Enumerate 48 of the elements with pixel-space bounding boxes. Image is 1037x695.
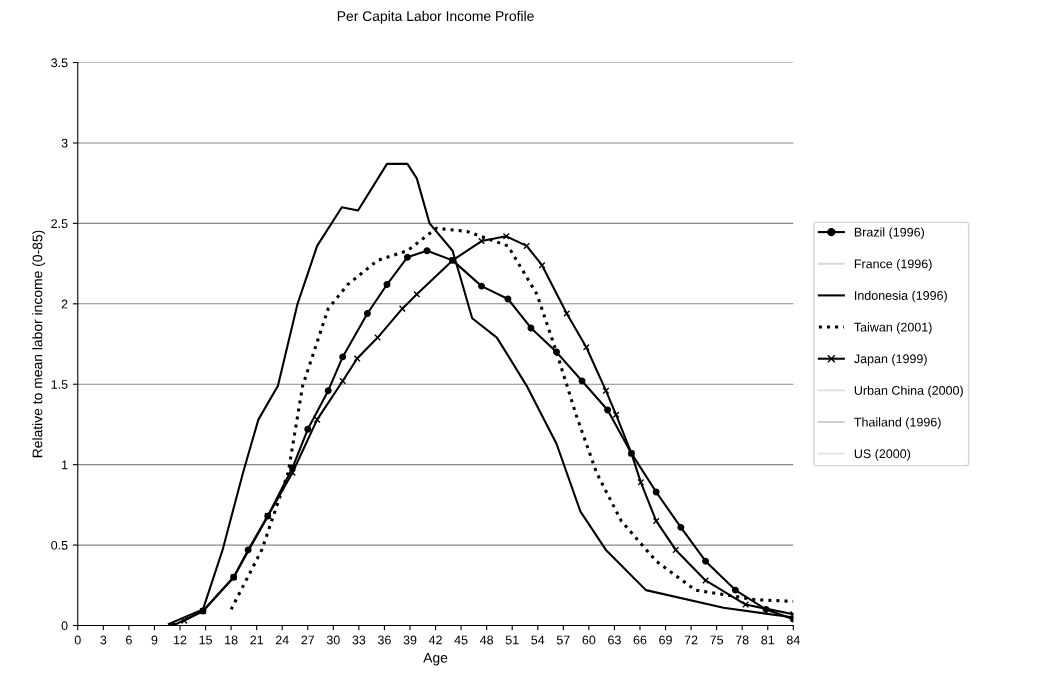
y-axis-title: Relative to mean labor income (0-85) — [32, 230, 46, 458]
x-tick-label: 6 — [126, 635, 132, 645]
x-tick-label: 78 — [735, 635, 749, 645]
legend-label: Thailand (1996) — [854, 417, 941, 429]
x-tick-label: 39 — [403, 635, 417, 645]
y-tick-label: 1 — [62, 460, 68, 470]
x-tick-label: 15 — [199, 635, 212, 645]
y-tick-label: 2 — [61, 299, 68, 309]
legend-label: Indonesia (1996) — [855, 290, 947, 303]
legend-label: Brazil (1996) — [854, 227, 924, 240]
x-tick-label: 24 — [275, 635, 289, 645]
chart-title: Per Capita Labor Income Profile — [337, 10, 534, 24]
x-tick-label: 66 — [633, 635, 647, 645]
x-tick-label: 9 — [151, 635, 158, 645]
y-tick-label: 2.5 — [51, 219, 68, 229]
x-tick-label: 81 — [761, 635, 775, 645]
x-tick-label: 21 — [250, 635, 263, 645]
x-tick-label: 36 — [377, 635, 391, 645]
x-tick-label: 60 — [582, 635, 596, 645]
x-tick-label: 18 — [225, 635, 238, 645]
x-tick-label: 48 — [479, 635, 494, 645]
x-tick-label: 69 — [659, 635, 672, 645]
x-tick-label: 12 — [174, 635, 187, 645]
x-tick-label: 33 — [352, 635, 366, 645]
x-tick-label: 84 — [786, 635, 800, 645]
x-tick-label: 3 — [100, 635, 107, 645]
x-tick-label: 30 — [326, 635, 340, 645]
y-tick-label: 3 — [61, 138, 68, 148]
x-tick-label: 57 — [556, 635, 570, 645]
x-tick-label: 45 — [454, 635, 468, 645]
legend-label: France (1996) — [854, 259, 932, 271]
x-tick-label: 0 — [74, 635, 81, 645]
legend-label: Japan (1999) — [854, 354, 927, 366]
legend-label: US (2000) — [854, 448, 911, 461]
x-tick-label: 72 — [684, 635, 698, 645]
x-tick-label: 27 — [301, 635, 315, 645]
x-tick-label: 42 — [428, 635, 442, 645]
y-tick-label: 1.5 — [51, 380, 68, 389]
x-axis-title: Age — [423, 652, 448, 666]
x-tick-label: 75 — [710, 635, 724, 645]
x-tick-label: 63 — [608, 635, 621, 645]
legend-label: Taiwan (2001) — [854, 322, 932, 335]
x-tick-label: 54 — [531, 635, 545, 645]
y-tick-label: 0 — [61, 621, 68, 631]
x-tick-label: 51 — [505, 635, 519, 645]
y-tick-label: 0.5 — [51, 540, 68, 550]
y-tick-label: 3.5 — [51, 58, 68, 68]
legend-label: Urban China (2000) — [854, 385, 963, 398]
